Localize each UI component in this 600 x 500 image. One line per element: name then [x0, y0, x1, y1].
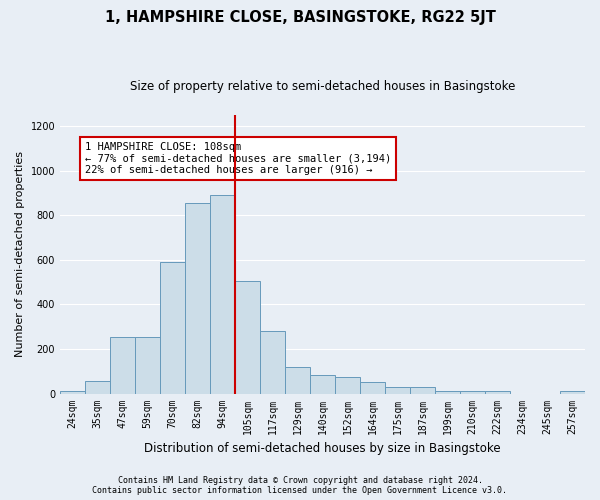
Bar: [260, 331, 285, 394]
Bar: [460, 392, 485, 394]
Bar: [210, 195, 235, 394]
Text: 1, HAMPSHIRE CLOSE, BASINGSTOKE, RG22 5JT: 1, HAMPSHIRE CLOSE, BASINGSTOKE, RG22 5J…: [104, 10, 496, 25]
Text: 1 HAMPSHIRE CLOSE: 108sqm
← 77% of semi-detached houses are smaller (3,194)
22% : 1 HAMPSHIRE CLOSE: 108sqm ← 77% of semi-…: [85, 142, 391, 175]
Title: Size of property relative to semi-detached houses in Basingstoke: Size of property relative to semi-detach…: [130, 80, 515, 93]
X-axis label: Distribution of semi-detached houses by size in Basingstoke: Distribution of semi-detached houses by …: [144, 442, 501, 455]
Bar: [360, 382, 385, 394]
Bar: [410, 387, 435, 394]
Bar: [85, 382, 110, 394]
Text: Contains HM Land Registry data © Crown copyright and database right 2024.
Contai: Contains HM Land Registry data © Crown c…: [92, 476, 508, 495]
Bar: [185, 203, 210, 394]
Bar: [135, 336, 160, 394]
Bar: [60, 392, 85, 394]
Bar: [110, 336, 135, 394]
Bar: [385, 387, 410, 394]
Bar: [435, 392, 460, 394]
Bar: [560, 392, 585, 394]
Bar: [335, 377, 360, 394]
Y-axis label: Number of semi-detached properties: Number of semi-detached properties: [15, 152, 25, 358]
Bar: [160, 262, 185, 394]
Bar: [310, 374, 335, 394]
Bar: [235, 281, 260, 394]
Bar: [285, 367, 310, 394]
Bar: [485, 392, 510, 394]
